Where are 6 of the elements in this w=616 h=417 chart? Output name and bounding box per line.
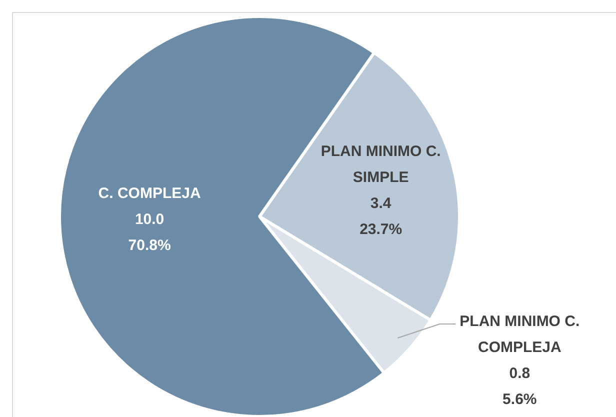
data-label: 0.8 5.6% bbox=[502, 365, 537, 408]
slice-label: C. COMPLEJA bbox=[98, 185, 201, 202]
data-label: 3.4 23.7% bbox=[360, 195, 402, 238]
slice-label: PLAN MINIMO C. COMPLEJA bbox=[460, 313, 580, 356]
slice-label: PLAN MINIMO C. SIMPLE bbox=[320, 143, 441, 186]
data-label: 10.0 70.8% bbox=[128, 211, 171, 254]
